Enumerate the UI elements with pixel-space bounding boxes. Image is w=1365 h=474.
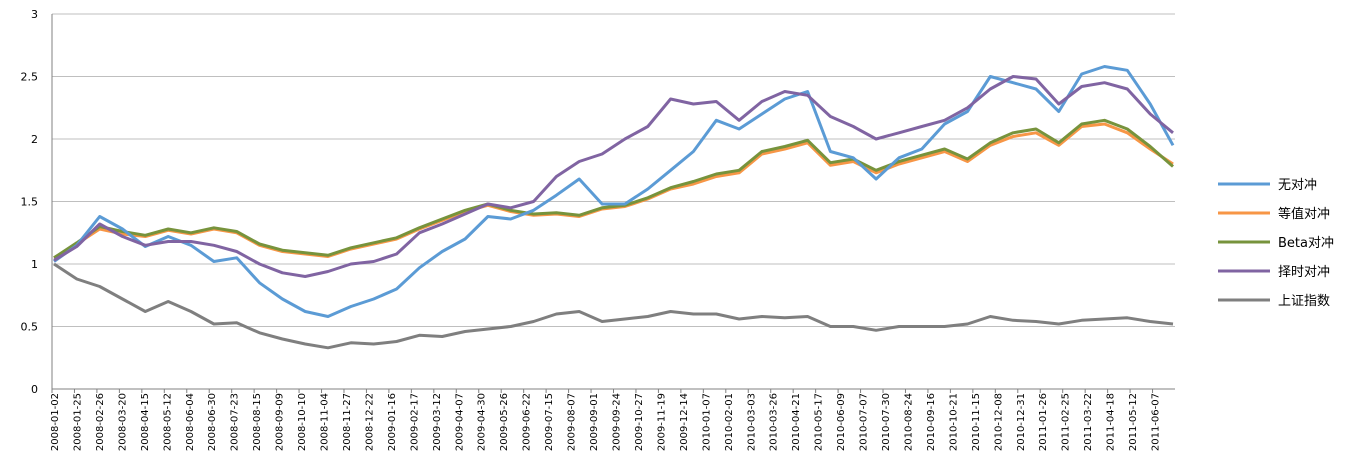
x-tick-label: 2010-09-16 (926, 393, 937, 451)
x-tick-label: 2010-05-17 (814, 393, 825, 451)
series-line-0 (53, 65, 1175, 318)
series-line-2 (53, 118, 1174, 260)
legend-label: 无对冲 (1278, 178, 1317, 193)
x-tick-label: 2008-03-20 (117, 393, 128, 451)
x-tick-label: 2009-09-01 (589, 393, 600, 451)
x-tick-label: 2009-05-26 (499, 393, 510, 451)
x-tick-label: 2010-12-31 (1016, 393, 1027, 451)
x-tick-label: 2009-10-27 (634, 393, 645, 451)
x-tick-label: 2008-09-09 (275, 393, 286, 451)
x-tick-label: 2009-03-12 (432, 393, 443, 451)
y-tick-label: 1 (31, 258, 38, 271)
x-tick-label: 2008-11-27 (342, 393, 353, 451)
x-tick-label: 2008-06-04 (185, 393, 196, 451)
y-tick-label: 3 (31, 8, 38, 21)
x-tick-label: 2009-12-14 (679, 393, 690, 451)
x-tick-label: 2009-09-24 (612, 393, 623, 451)
x-tick-label: 2011-01-26 (1038, 393, 1049, 451)
x-tick-label: 2010-12-08 (993, 393, 1004, 451)
x-tick-label: 2009-01-16 (387, 393, 398, 451)
x-tick-label: 2010-11-15 (971, 393, 982, 451)
x-tick-label: 2008-05-12 (162, 393, 173, 451)
legend-label: Beta对冲 (1278, 236, 1334, 251)
x-tick-label: 2010-10-21 (948, 393, 959, 451)
x-tick-label: 2011-06-07 (1151, 393, 1162, 451)
y-tick-label: 2.5 (21, 71, 39, 84)
x-tick-label: 2010-04-21 (791, 393, 802, 451)
x-tick-label: 2009-02-17 (409, 393, 420, 451)
gridlines (52, 13, 1175, 390)
x-tick-label: 2010-06-09 (836, 393, 847, 451)
series-lines (53, 65, 1175, 350)
x-tick-label: 2008-06-30 (207, 393, 218, 451)
y-tick-label: 0.5 (21, 321, 39, 334)
x-tick-label: 2010-07-30 (881, 393, 892, 451)
y-tick-label: 2 (31, 133, 38, 146)
x-tick-label: 2008-11-04 (320, 393, 331, 451)
x-tick-label: 2009-07-15 (544, 393, 555, 451)
legend-label: 等值对冲 (1278, 206, 1330, 222)
x-tick-label: 2010-01-07 (701, 393, 712, 451)
x-tick-label: 2008-04-15 (140, 393, 151, 451)
series-line-4 (53, 262, 1174, 350)
x-tick-label: 2008-01-02 (50, 393, 61, 451)
y-axis: 0 0.5 1 1.5 2 2.5 3 (21, 8, 53, 396)
x-tick-label: 2008-01-25 (72, 393, 83, 451)
x-tick-label: 2008-12-22 (364, 393, 375, 451)
x-tick-label: 2011-05-12 (1128, 393, 1139, 451)
series-line-1 (53, 122, 1174, 260)
x-tick-label: 2011-02-25 (1061, 393, 1072, 451)
x-tick-label: 2009-08-07 (567, 393, 578, 451)
y-tick-label: 0 (31, 383, 38, 396)
y-tick-label: 1.5 (21, 196, 39, 209)
x-tick-label: 2009-06-22 (522, 393, 533, 451)
x-axis: 2008-01-02 2008-01-25 2008-02-26 2008-03-20… (50, 388, 1175, 451)
x-tick-label: 2010-08-24 (903, 393, 914, 451)
x-tick-label: 2010-07-07 (859, 393, 870, 451)
legend-label: 择时对冲 (1278, 265, 1330, 280)
x-tick-label: 2009-04-07 (454, 393, 465, 451)
x-tick-label: 2008-10-10 (297, 393, 308, 451)
x-tick-label: 2010-03-03 (746, 393, 757, 451)
series-line-3 (53, 75, 1174, 278)
x-tick-label: 2011-04-18 (1106, 393, 1117, 451)
x-tick-label: 2010-02-01 (724, 393, 735, 451)
x-tick-label: 2011-03-22 (1083, 393, 1094, 451)
x-tick-label: 2009-04-30 (477, 393, 488, 451)
x-tick-label: 2009-11-19 (656, 393, 667, 451)
x-tick-label: 2010-03-26 (769, 393, 780, 451)
x-tick-label: 2008-08-15 (252, 393, 263, 451)
legend-label: 上证指数 (1278, 294, 1330, 309)
x-tick-label: 2008-02-26 (95, 393, 106, 451)
x-tick-label: 2008-07-23 (230, 393, 241, 451)
